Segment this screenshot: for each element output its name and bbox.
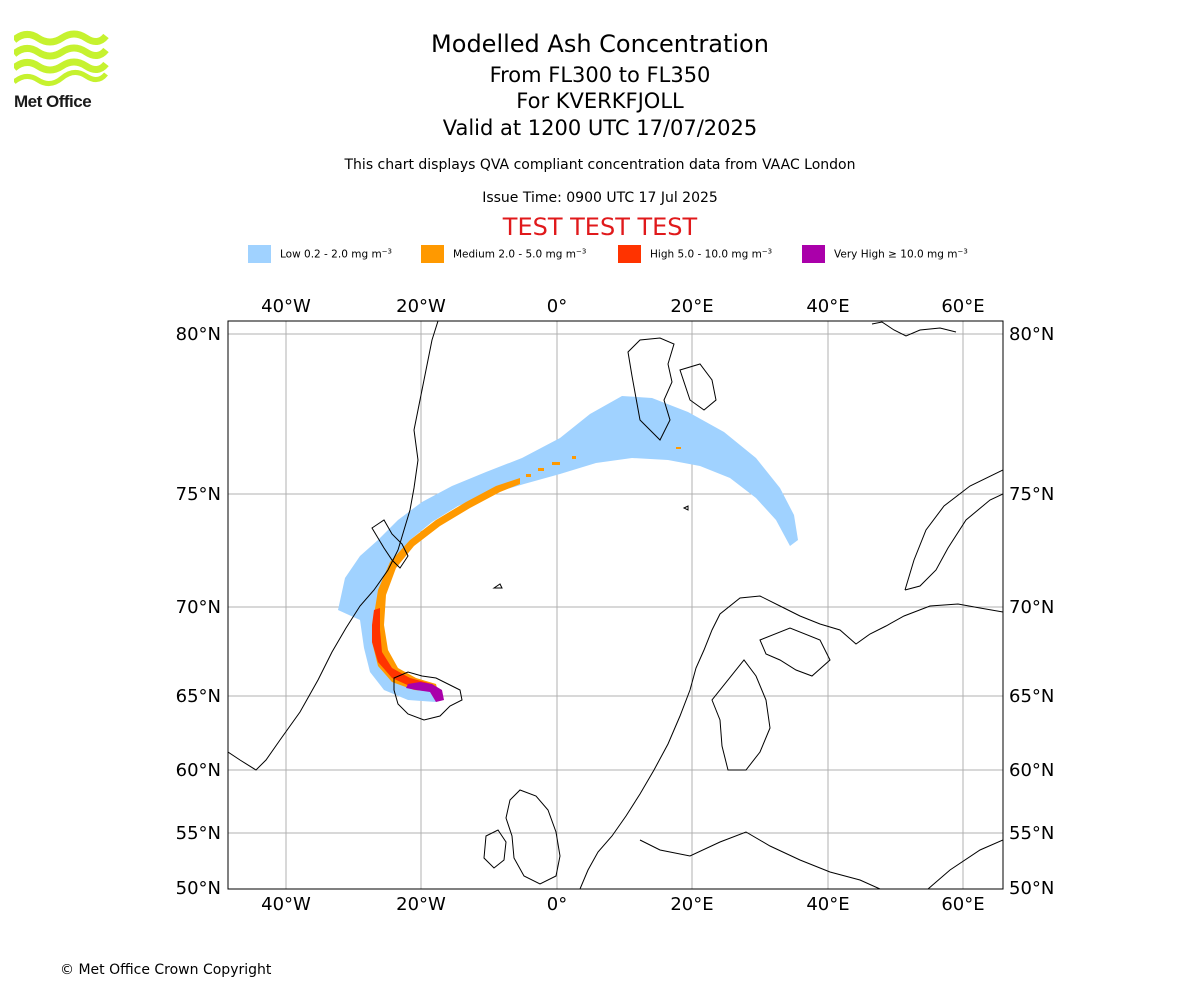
- lon-label-top: 60°E: [941, 296, 984, 317]
- ash-medium-fragment: [552, 462, 560, 465]
- met-office-logo: Met Office: [11, 30, 110, 112]
- nordaustlandet-coast: [679, 363, 717, 411]
- lon-labels-bottom: 40°W 20°W 0° 20°E 40°E 60°E: [261, 894, 984, 915]
- legend-swatch-very-high: [802, 245, 825, 263]
- svalbard-coast: [627, 337, 675, 441]
- bjornoya-island: [682, 505, 689, 511]
- legend-item-low: Low 0.2 - 2.0 mg m−3: [248, 244, 392, 264]
- lon-label-bottom: 40°E: [806, 894, 849, 915]
- baltic-coast: [639, 831, 881, 889]
- great-britain-coast: [505, 789, 561, 885]
- scoresby-sund: [371, 519, 409, 569]
- legend-item-medium: Medium 2.0 - 5.0 mg m−3: [421, 244, 586, 264]
- ireland-coast: [483, 829, 507, 869]
- russia-south-boundary: [927, 839, 1003, 889]
- lat-label-left: 80°N: [176, 324, 221, 345]
- ash-medium-fragment: [572, 456, 576, 459]
- chart-title: Modelled Ash Concentration: [431, 30, 769, 58]
- ash-medium-fragment: [538, 468, 544, 471]
- lat-label-right: 50°N: [1009, 878, 1054, 899]
- gulf-of-bothnia: [711, 659, 771, 771]
- legend-swatch-medium: [421, 245, 444, 263]
- white-sea: [759, 627, 831, 677]
- lat-labels-right: 80°N 75°N 70°N 65°N 60°N 55°N 50°N: [1009, 324, 1054, 899]
- qva-note: This chart displays QVA compliant concen…: [344, 157, 856, 173]
- novaya-zemlya-inner-coast: [904, 493, 1003, 591]
- legend-label-low: Low 0.2 - 2.0 mg m−3: [280, 247, 393, 261]
- lat-label-left: 75°N: [176, 484, 221, 505]
- novaya-zemlya-coast: [904, 469, 1003, 591]
- coastlines: [228, 321, 1003, 889]
- lon-label-top: 20°E: [670, 296, 713, 317]
- lat-label-left: 60°N: [176, 760, 221, 781]
- legend-item-high: High 5.0 - 10.0 mg m−3: [618, 244, 772, 264]
- ash-medium-fragment: [676, 447, 681, 449]
- lon-label-top: 0°: [547, 296, 567, 317]
- valid-time: Valid at 1200 UTC 17/07/2025: [442, 116, 758, 140]
- ash-medium-fragments: [526, 447, 681, 477]
- flight-level-range: From FL300 to FL350: [489, 63, 711, 87]
- lat-label-right: 55°N: [1009, 823, 1054, 844]
- lat-label-right: 60°N: [1009, 760, 1054, 781]
- legend-label-very-high: Very High ≥ 10.0 mg m−3: [834, 247, 968, 261]
- ash-high-concentration: [372, 608, 436, 690]
- jan-mayen-island: [492, 583, 503, 589]
- lat-labels-left: 80°N 75°N 70°N 65°N 60°N 55°N 50°N: [176, 324, 221, 899]
- legend-swatch-high: [618, 245, 641, 263]
- ash-very-high-concentration: [406, 682, 444, 702]
- iceland-coast: [393, 671, 463, 721]
- test-banner: TEST TEST TEST: [502, 213, 698, 241]
- volcano-name: For KVERKFJOLL: [516, 89, 684, 113]
- lon-label-top: 40°E: [806, 296, 849, 317]
- issue-time: Issue Time: 0900 UTC 17 Jul 2025: [482, 190, 718, 206]
- met-office-logo-icon: [11, 30, 109, 86]
- lon-label-bottom: 20°E: [670, 894, 713, 915]
- greenland-east-coast: [228, 321, 439, 771]
- lat-label-left: 70°N: [176, 597, 221, 618]
- lat-label-left: 55°N: [176, 823, 221, 844]
- lat-label-right: 70°N: [1009, 597, 1054, 618]
- franz-josef-land: [871, 321, 957, 337]
- map-frame: [227, 320, 1004, 890]
- met-office-logo-text: Met Office: [14, 92, 92, 111]
- legend-swatch-low: [248, 245, 271, 263]
- legend-label-medium: Medium 2.0 - 5.0 mg m−3: [453, 247, 587, 261]
- lon-label-bottom: 60°E: [941, 894, 984, 915]
- lon-label-top: 40°W: [261, 296, 311, 317]
- scandinavia-coast: [579, 595, 1003, 889]
- lon-label-bottom: 20°W: [396, 894, 446, 915]
- lon-label-bottom: 40°W: [261, 894, 311, 915]
- lon-labels-top: 40°W 20°W 0° 20°E 40°E 60°E: [261, 296, 984, 317]
- lat-label-right: 80°N: [1009, 324, 1054, 345]
- lon-label-top: 20°W: [396, 296, 446, 317]
- legend-label-high: High 5.0 - 10.0 mg m−3: [650, 247, 773, 261]
- lat-label-right: 65°N: [1009, 686, 1054, 707]
- lat-label-left: 65°N: [176, 686, 221, 707]
- legend-item-very-high: Very High ≥ 10.0 mg m−3: [802, 244, 968, 264]
- lat-label-left: 50°N: [176, 878, 221, 899]
- lat-label-right: 75°N: [1009, 484, 1054, 505]
- lon-label-bottom: 0°: [547, 894, 567, 915]
- ash-medium-fragment: [526, 474, 531, 477]
- copyright-notice: © Met Office Crown Copyright: [60, 962, 272, 978]
